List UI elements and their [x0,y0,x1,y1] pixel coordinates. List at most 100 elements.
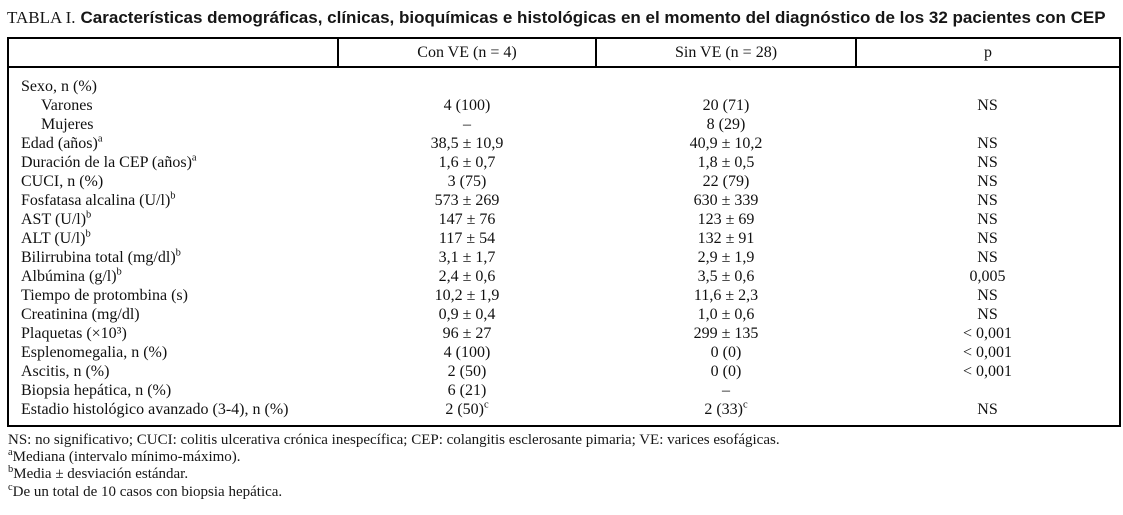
cell-sin-ve: 0 (0) [710,344,742,361]
patients-characteristics-table: Con VE (n = 4) Sin VE (n = 28) p Sexo, n… [7,37,1121,427]
row-label: CUCI, n (%) [21,173,104,190]
header-con-ve: Con VE (n = 4) [337,38,596,68]
row-label: Tiempo de protombina (s) [21,287,188,304]
footnote-line: NS: no significativo; CUCI: colitis ulce… [8,432,780,448]
row-label: Duración de la CEP (años)a [21,153,197,171]
cell-con-ve: 6 (21) [447,382,487,399]
cell-con-ve: 3 (75) [447,173,487,190]
cell-con-ve: 4 (100) [443,344,491,361]
cell-sin-ve: 630 ± 339 [693,192,759,209]
cell-sin-ve: 40,9 ± 10,2 [689,135,763,152]
table-row: Biopsia hepática, n (%) 6 (21) – [8,381,1120,400]
table-row: Tiempo de protombina (s) 10,2 ± 1,9 11,6 ±… [8,286,1120,305]
table-row: AST (U/l)b 147 ± 76 123 ± 69 NS [8,210,1120,229]
cell-sin-ve: 2,9 ± 1,9 [697,249,755,266]
cell-p: NS [977,211,998,228]
header-row: Con VE (n = 4) Sin VE (n = 28) p [8,38,1120,68]
cell-con-ve: 96 ± 27 [442,325,492,342]
row-label: Biopsia hepática, n (%) [21,382,172,399]
footnote-marker: c [8,481,13,493]
row-label: Estadio histológico avanzado (3-4), n (%… [21,401,289,418]
header-p: p [855,38,1120,68]
cell-p: < 0,001 [962,344,1013,361]
table-number-label: TABLA I. [7,8,76,27]
footnote-marker: b [116,267,122,278]
cell-p: NS [977,135,998,152]
header-sin-ve: Sin VE (n = 28) [595,38,856,68]
table-row: Fosfatasa alcalina (U/l)b 573 ± 269 630 ± … [8,191,1120,210]
cell-p: NS [977,287,998,304]
cell-con-ve: – [463,116,471,133]
table-body: Sexo, n (%) Varones 4 (100) 20 (71) NS Mujer… [8,67,1120,426]
cell-con-ve: 38,5 ± 10,9 [430,135,504,152]
row-label: Esplenomegalia, n (%) [21,344,168,361]
row-label: ALT (U/l)b [21,229,91,247]
footnote-marker: b [86,210,92,221]
row-label: AST (U/l)b [21,210,92,228]
row-label: Fosfatasa alcalina (U/l)b [21,191,176,209]
table-title: TABLA I. Características demográficas, cl… [7,8,1119,28]
row-label: Creatinina (mg/dl) [21,306,140,323]
row-label: Varones [41,97,93,114]
table-row: Bilirrubina total (mg/dl)b 3,1 ± 1,7 2,9 ±… [8,248,1120,267]
cell-p: NS [977,230,998,247]
cell-sin-ve: 299 ± 135 [693,325,759,342]
cell-sin-ve: 1,8 ± 0,5 [697,154,755,171]
cell-sin-ve: 0 (0) [710,363,742,380]
cell-sin-ve: 123 ± 69 [697,211,755,228]
cell-p: NS [977,154,998,171]
row-label: Sexo, n (%) [21,78,97,95]
cell-p: NS [977,306,998,323]
footnote-marker: c [483,400,489,411]
cell-sin-ve: 3,5 ± 0,6 [697,268,755,285]
table-row: Estadio histológico avanzado (3-4), n (%… [8,400,1120,426]
cell-sin-ve: 11,6 ± 2,3 [693,287,759,304]
cell-con-ve: 117 ± 54 [438,230,496,247]
cell-con-ve: 10,2 ± 1,9 [434,287,500,304]
table-row: Mujeres – 8 (29) [8,115,1120,134]
cell-sin-ve [596,67,856,96]
table-row: Edad (años)a 38,5 ± 10,9 40,9 ± 10,2 NS [8,134,1120,153]
cell-p: NS [977,173,998,190]
cell-p: NS [977,97,998,114]
table-footnotes: NS: no significativo; CUCI: colitis ulce… [7,432,1117,501]
table-row: Albúmina (g/l)b 2,4 ± 0,6 3,5 ± 0,6 0,005 [8,267,1120,286]
cell-p: NS [977,192,998,209]
table-row: Ascitis, n (%) 2 (50) 0 (0) < 0,001 [8,362,1120,381]
footnote-line: cDe un total de 10 casos con biopsia hep… [8,481,283,500]
table-row: Varones 4 (100) 20 (71) NS [8,96,1120,115]
footnote-marker: b [85,229,91,240]
cell-p [856,67,1120,96]
row-label: Ascitis, n (%) [21,363,110,380]
table-row: ALT (U/l)b 117 ± 54 132 ± 91 NS [8,229,1120,248]
cell-sin-ve: 22 (79) [702,173,750,190]
cell-p [856,381,1120,400]
footnote-marker: b [175,248,181,259]
row-label: Edad (años)a [21,134,103,152]
footnote-marker: c [742,400,748,411]
footnote-marker: a [191,153,197,164]
cell-con-ve: 573 ± 269 [434,192,500,209]
table-row: Duración de la CEP (años)a 1,6 ± 0,7 1,8 ±… [8,153,1120,172]
cell-con-ve: 2 (50) [447,363,487,380]
table-row: Creatinina (mg/dl) 0,9 ± 0,4 1,0 ± 0,6 NS [8,305,1120,324]
table-row: Esplenomegalia, n (%) 4 (100) 0 (0) < 0,001 [8,343,1120,362]
footnote-marker: b [170,191,176,202]
cell-sin-ve: 1,0 ± 0,6 [697,306,755,323]
cell-sin-ve: 20 (71) [702,97,750,114]
footnote-marker: b [8,464,14,476]
cell-con-ve: 2 (50)c [445,400,489,418]
row-label: Albúmina (g/l)b [21,267,122,285]
cell-con-ve: 2,4 ± 0,6 [438,268,496,285]
cell-sin-ve: 132 ± 91 [697,230,755,247]
footnote-line: aMediana (intervalo mínimo-máximo). [8,447,241,466]
row-label: Bilirrubina total (mg/dl)b [21,248,181,266]
row-label: Mujeres [41,116,94,133]
cell-con-ve: 1,6 ± 0,7 [438,154,496,171]
cell-p: < 0,001 [962,325,1013,342]
cell-con-ve: 3,1 ± 1,7 [438,249,496,266]
table-row: Plaquetas (×10³) 96 ± 27 299 ± 135 < 0,001 [8,324,1120,343]
cell-con-ve: 4 (100) [443,97,491,114]
cell-p [856,115,1120,134]
